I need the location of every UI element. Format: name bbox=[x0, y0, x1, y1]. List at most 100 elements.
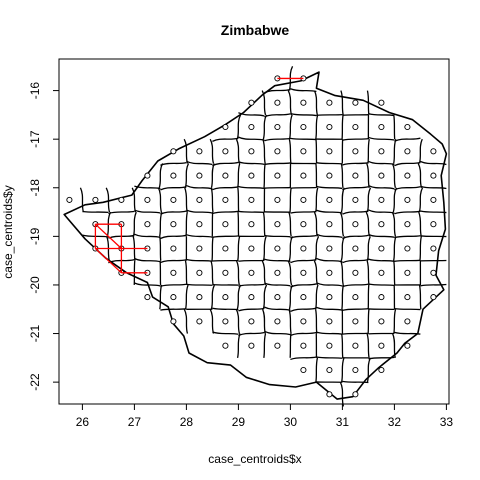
district-boundary bbox=[418, 187, 424, 213]
y-axis-label: case_centroids$y bbox=[1, 185, 15, 278]
centroid-point bbox=[248, 342, 255, 349]
district-boundary bbox=[418, 211, 422, 237]
x-tick-label: 33 bbox=[440, 415, 454, 429]
centroid-point bbox=[274, 148, 281, 155]
centroid-point bbox=[404, 172, 411, 179]
country-outline bbox=[63, 71, 448, 400]
centroid-point bbox=[144, 172, 151, 179]
centroid-point bbox=[300, 318, 307, 325]
x-tick-label: 30 bbox=[284, 415, 298, 429]
centroid-point bbox=[274, 172, 281, 179]
district-boundary bbox=[288, 309, 292, 334]
district-boundary bbox=[366, 357, 371, 383]
district-boundary bbox=[238, 136, 265, 141]
district-boundary bbox=[366, 90, 370, 115]
district-boundary bbox=[132, 211, 137, 237]
district-boundary bbox=[420, 160, 447, 166]
centroid-point bbox=[274, 123, 281, 131]
district-boundary bbox=[212, 307, 239, 311]
centroid-point bbox=[170, 294, 177, 301]
district-boundary bbox=[160, 210, 187, 215]
district-boundary bbox=[342, 210, 369, 215]
district-boundary bbox=[368, 258, 395, 263]
district-boundary bbox=[238, 161, 265, 165]
centroid-point bbox=[274, 245, 281, 252]
centroid-point bbox=[378, 245, 385, 252]
district-boundary bbox=[238, 112, 265, 117]
x-tick-label: 32 bbox=[388, 415, 402, 429]
district-boundary bbox=[419, 236, 422, 261]
district-boundary bbox=[316, 209, 343, 214]
district-boundary bbox=[368, 160, 395, 166]
district-boundary bbox=[264, 258, 291, 263]
centroid-point bbox=[170, 221, 177, 228]
district-boundary bbox=[262, 284, 268, 310]
district-boundary bbox=[82, 210, 109, 214]
centroid-point bbox=[248, 245, 255, 252]
district-boundary bbox=[184, 284, 189, 310]
district-boundary bbox=[160, 186, 187, 191]
centroid-point bbox=[300, 148, 307, 155]
district-boundary bbox=[368, 209, 395, 214]
centroid-point bbox=[170, 196, 177, 203]
centroid-point bbox=[300, 366, 307, 374]
district-boundary bbox=[236, 284, 242, 310]
district-boundary bbox=[134, 209, 161, 214]
district-boundary bbox=[316, 257, 343, 263]
district-boundary bbox=[210, 187, 214, 213]
district-boundary bbox=[212, 283, 239, 286]
district-boundary bbox=[212, 235, 239, 238]
district-boundary bbox=[105, 187, 111, 213]
centroid-point bbox=[326, 245, 333, 252]
centroid-point bbox=[248, 99, 255, 106]
centroid-point bbox=[222, 172, 229, 179]
district-boundary bbox=[288, 284, 293, 310]
centroid-point bbox=[222, 294, 229, 301]
centroid-point bbox=[274, 196, 281, 203]
district-boundary bbox=[238, 283, 265, 287]
centroid-point bbox=[222, 148, 229, 155]
district-boundary bbox=[134, 257, 161, 263]
district-boundary bbox=[186, 283, 213, 286]
district-boundary bbox=[420, 283, 447, 287]
district-boundary bbox=[341, 284, 345, 310]
district-boundary bbox=[184, 163, 190, 188]
centroid-point bbox=[326, 294, 333, 301]
centroid-point bbox=[378, 221, 385, 228]
district-boundary bbox=[342, 332, 369, 335]
district-boundary bbox=[288, 114, 293, 140]
centroid-point bbox=[248, 123, 255, 131]
district-boundary bbox=[340, 187, 345, 213]
district-boundary bbox=[342, 308, 369, 312]
centroid-point bbox=[378, 269, 385, 276]
district-boundary bbox=[290, 331, 317, 337]
district-boundary bbox=[394, 137, 421, 142]
district-boundary bbox=[340, 260, 344, 286]
centroid-point bbox=[248, 196, 255, 203]
district-boundary bbox=[160, 308, 187, 311]
district-boundary bbox=[394, 235, 421, 239]
district-boundary bbox=[134, 185, 161, 190]
district-boundary bbox=[340, 236, 346, 261]
district-boundary bbox=[367, 309, 370, 334]
district-boundary bbox=[261, 308, 266, 334]
district-boundary bbox=[341, 114, 344, 140]
district-boundary bbox=[315, 187, 319, 213]
district-boundary bbox=[236, 114, 242, 140]
centroid-point bbox=[274, 221, 281, 228]
centroid-point bbox=[170, 245, 177, 252]
district-boundary bbox=[160, 259, 187, 264]
centroid-point bbox=[378, 294, 385, 301]
district-boundary bbox=[159, 236, 162, 261]
centroid-point bbox=[326, 318, 333, 325]
centroid-point bbox=[326, 269, 333, 276]
centroid-point bbox=[222, 196, 229, 203]
district-boundary bbox=[342, 162, 369, 166]
centroid-point bbox=[300, 196, 307, 203]
centroid-point bbox=[248, 148, 255, 155]
y-tick-label: -16 bbox=[28, 82, 42, 100]
x-axis: 26 27 28 29 30 31 32 33 bbox=[76, 404, 454, 429]
x-tick-label: 26 bbox=[76, 415, 90, 429]
centroid-point bbox=[92, 196, 99, 203]
district-boundary bbox=[238, 307, 265, 312]
